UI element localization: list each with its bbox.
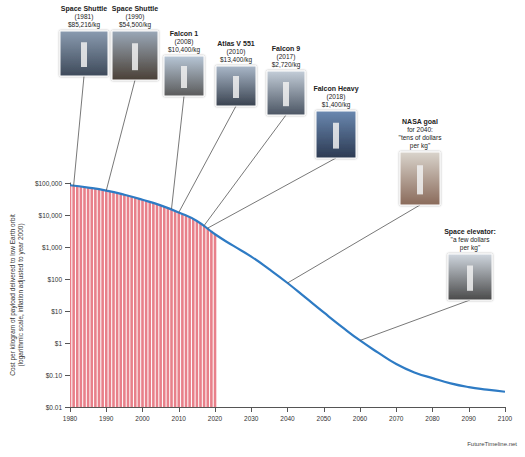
svg-text:1990: 1990: [99, 415, 114, 422]
svg-text:NASA goal: NASA goal: [402, 118, 438, 126]
svg-text:$0.01: $0.01: [46, 404, 63, 411]
svg-text:$0.10: $0.10: [46, 372, 63, 379]
svg-text:Falcon Heavy: Falcon Heavy: [313, 85, 358, 93]
svg-text:$100,000: $100,000: [35, 180, 62, 187]
svg-text:$13,400/kg: $13,400/kg: [220, 56, 253, 64]
svg-text:per kg": per kg": [460, 244, 481, 252]
svg-text:Atlas V 551: Atlas V 551: [217, 40, 254, 47]
svg-text:Space Shuttle: Space Shuttle: [112, 5, 158, 13]
svg-text:per kg": per kg": [410, 142, 431, 150]
svg-text:2030: 2030: [244, 415, 259, 422]
svg-text:2000: 2000: [135, 415, 150, 422]
svg-text:"tens of dollars: "tens of dollars: [399, 134, 443, 141]
svg-text:1980: 1980: [63, 415, 78, 422]
svg-text:$100: $100: [48, 276, 63, 283]
svg-text:(2017): (2017): [277, 53, 296, 61]
svg-text:$2,720/kg: $2,720/kg: [272, 61, 301, 69]
svg-text:$10: $10: [51, 308, 62, 315]
svg-text:(1990): (1990): [126, 13, 145, 21]
svg-text:$10,000: $10,000: [39, 212, 63, 219]
svg-text:$1: $1: [55, 340, 63, 347]
svg-text:(2010): (2010): [227, 48, 246, 56]
svg-text:Falcon 9: Falcon 9: [272, 45, 301, 52]
svg-text:2080: 2080: [425, 415, 440, 422]
svg-text:2070: 2070: [389, 415, 404, 422]
svg-text:Cost per kilogram of payload d: Cost per kilogram of payload delivered t…: [9, 214, 17, 376]
svg-text:FutureTimeline.net: FutureTimeline.net: [467, 441, 517, 447]
svg-text:$54,500/kg: $54,500/kg: [119, 21, 152, 29]
svg-text:$85,216/kg: $85,216/kg: [68, 21, 101, 29]
svg-text:(1981): (1981): [75, 13, 94, 21]
svg-text:(2008): (2008): [175, 38, 194, 46]
svg-text:2050: 2050: [317, 415, 332, 422]
svg-text:2060: 2060: [353, 415, 368, 422]
svg-text:2100: 2100: [498, 415, 513, 422]
svg-text:Falcon 1: Falcon 1: [170, 30, 199, 37]
svg-text:$1,000: $1,000: [42, 244, 62, 251]
svg-text:2020: 2020: [208, 415, 223, 422]
svg-text:Space Shuttle: Space Shuttle: [61, 5, 107, 13]
svg-text:2040: 2040: [280, 415, 295, 422]
svg-text:Space elevator:: Space elevator:: [444, 228, 496, 236]
svg-text:$1,400/kg: $1,400/kg: [322, 101, 351, 109]
svg-text:2010: 2010: [172, 415, 187, 422]
svg-text:2090: 2090: [462, 415, 477, 422]
svg-text:$10,400/kg: $10,400/kg: [168, 46, 201, 54]
svg-text:"a few dollars: "a few dollars: [451, 236, 491, 243]
svg-text:for 2040:: for 2040:: [407, 126, 433, 133]
svg-text:(2018): (2018): [327, 93, 346, 101]
svg-text:(logarithmic scale, inflation: (logarithmic scale, inflation adjusted t…: [17, 223, 25, 366]
